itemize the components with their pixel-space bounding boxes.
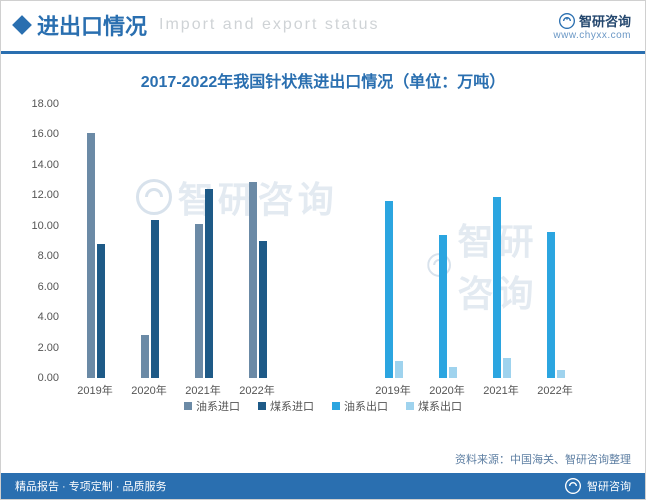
bar — [547, 232, 555, 378]
header-right: 智研咨询 www.chyxx.com — [553, 11, 631, 41]
bar — [97, 244, 105, 378]
y-tick-label: 6.00 — [15, 281, 59, 293]
legend-swatch — [332, 402, 340, 410]
legend-label: 煤系进口 — [270, 398, 314, 414]
footer-brand: 智研咨询 — [565, 478, 631, 494]
y-tick-label: 16.00 — [15, 128, 59, 140]
x-tick-label: 2020年 — [429, 382, 464, 398]
bar — [557, 370, 565, 378]
legend-item: 煤系进口 — [258, 398, 314, 414]
bar — [503, 358, 511, 378]
x-tick-label: 2022年 — [537, 382, 572, 398]
page-root: 进出口情况 Import and export status 智研咨询 www.… — [0, 0, 646, 500]
data-source: 资料来源：中国海关、智研咨询整理 — [455, 451, 631, 467]
legend-item: 油系进口 — [184, 398, 240, 414]
bar — [259, 241, 267, 378]
x-tick-label: 2019年 — [375, 382, 410, 398]
bar — [449, 367, 457, 378]
section-title-en: Import and export status — [159, 16, 380, 34]
bar — [249, 182, 257, 378]
legend-item: 油系出口 — [332, 398, 388, 414]
bar — [195, 224, 203, 378]
chart-area: 0.00 2.00 4.00 6.00 8.00 10.00 12.00 14.00 16.00… — [15, 104, 631, 414]
legend-label: 煤系出口 — [418, 398, 462, 414]
bar — [151, 220, 159, 378]
x-tick-label: 2022年 — [239, 382, 274, 398]
x-tick-label: 2021年 — [185, 382, 220, 398]
bar — [395, 361, 403, 378]
chart-title: 2017-2022年我国针状焦进出口情况（单位：万吨） — [1, 68, 645, 92]
brand-logo-icon — [559, 13, 575, 29]
y-tick-label: 4.00 — [15, 311, 59, 323]
bar — [205, 189, 213, 378]
legend-swatch — [406, 402, 414, 410]
legend: 油系进口 煤系进口 油系出口 煤系出口 — [15, 398, 631, 414]
x-tick-label: 2019年 — [77, 382, 112, 398]
brand-logo-text: 智研咨询 — [579, 11, 631, 30]
footer: 精品报告 · 专项定制 · 品质服务 智研咨询 — [1, 473, 645, 499]
footer-logo-icon — [565, 478, 581, 494]
y-tick-label: 12.00 — [15, 189, 59, 201]
legend-swatch — [184, 402, 192, 410]
header: 进出口情况 Import and export status 智研咨询 www.… — [1, 1, 645, 54]
bar — [493, 197, 501, 378]
diamond-icon — [12, 15, 32, 35]
y-tick-label: 18.00 — [15, 98, 59, 110]
y-tick-label: 14.00 — [15, 159, 59, 171]
legend-label: 油系出口 — [344, 398, 388, 414]
y-tick-label: 0.00 — [15, 372, 59, 384]
brand-url: www.chyxx.com — [553, 30, 631, 41]
legend-item: 煤系出口 — [406, 398, 462, 414]
y-tick-label: 2.00 — [15, 342, 59, 354]
bar — [141, 335, 149, 378]
footer-left: 精品报告 · 专项定制 · 品质服务 — [15, 478, 167, 494]
section-title-cn: 进出口情况 — [37, 9, 147, 41]
legend-swatch — [258, 402, 266, 410]
brand-logo: 智研咨询 — [553, 11, 631, 30]
x-tick-label: 2021年 — [483, 382, 518, 398]
x-tick-label: 2020年 — [131, 382, 166, 398]
legend-label: 油系进口 — [196, 398, 240, 414]
bar — [87, 133, 95, 378]
bar — [439, 235, 447, 378]
header-left: 进出口情况 Import and export status — [15, 9, 380, 41]
bar — [385, 201, 393, 378]
y-tick-label: 10.00 — [15, 220, 59, 232]
y-tick-label: 8.00 — [15, 250, 59, 262]
